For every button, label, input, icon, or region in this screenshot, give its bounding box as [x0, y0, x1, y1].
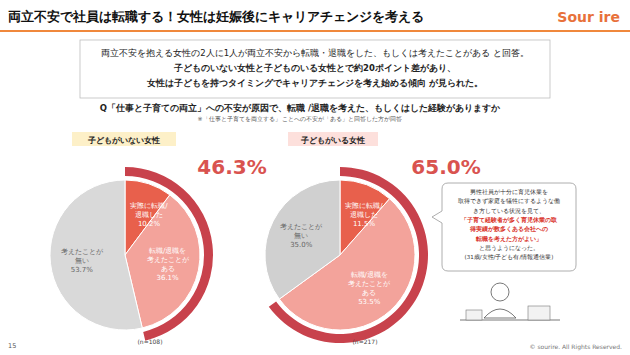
- slice-category-line: 考えたことが: [280, 223, 323, 231]
- slice-category-line: 退職した: [135, 211, 163, 219]
- slice-value: 11.5%: [353, 220, 376, 228]
- pie-slice: [265, 180, 340, 299]
- question: Q「仕事と子育ての両立」への不安が原因で、転職 /退職を考えた、もしくはした経験…: [100, 102, 501, 113]
- slice-category: 転職/退職を考えたことがある: [147, 247, 190, 273]
- slice-category-line: 考えたことが: [61, 248, 104, 256]
- title: 両立不安で社員は転職する！女性は妊娠後にキャリアチェンジを考える: [8, 9, 424, 24]
- pie-group: 実際に転職/退職した11.5%転職/退職を考えたことがある53.5%考えたことが…: [265, 167, 428, 343]
- illustration-body: [484, 309, 516, 318]
- summary-box: [80, 40, 550, 98]
- slice-value: 36.1%: [156, 274, 179, 282]
- slice-category-line: ある: [362, 289, 376, 297]
- slice-category: 実際に転職/退職した: [345, 202, 383, 219]
- slice-category-line: 転職/退職を: [351, 271, 388, 279]
- callout-attribution: (31歳/女性/子ども有/情報通信業): [465, 254, 554, 260]
- illustration-head: [491, 283, 509, 301]
- pie-slice: [50, 180, 142, 330]
- callout-text: 取得できず家庭を犠牲にするような働: [458, 197, 560, 205]
- highlight-label: 46.3%: [197, 155, 266, 179]
- chart-title: 子どもがいない女性: [87, 136, 160, 145]
- slice-category-line: 考えたことが: [348, 280, 391, 288]
- sample-size: (n=108): [138, 338, 163, 345]
- pie-group: 実際に転職/退職した10.2%転職/退職を考えたことがある36.1%考えたことが…: [50, 167, 213, 341]
- page-number: 15: [8, 342, 16, 350]
- highlight-ring: [269, 167, 428, 343]
- logo: Sour ire: [557, 9, 620, 25]
- slice-value: 53.5%: [358, 298, 381, 306]
- illustration-papers: [466, 310, 482, 320]
- slice-category: 考えたことが無い: [61, 248, 104, 265]
- pie-marks: [265, 167, 428, 343]
- callout-quote: 「子育て経験者が多く育児休業の取: [461, 216, 558, 224]
- callout-box: [432, 183, 576, 271]
- question-note: ※「仕事と子育てを両立する」 ことへの不安が「ある」と回答した方が回答: [198, 115, 403, 123]
- slice-category-line: 実際に転職/: [345, 202, 383, 210]
- callout-text: き方している状況を見て、: [473, 207, 545, 215]
- summary-line: 女性は子どもを持つタイミングでキャリアチェンジを考え始める傾向 が見られた。: [146, 78, 483, 88]
- slice-category-line: 無い: [75, 257, 89, 265]
- slice-category: 転職/退職を考えたことがある: [348, 271, 391, 297]
- highlight-ring: [125, 167, 213, 341]
- slice-category-line: 無い: [294, 232, 308, 240]
- callout-text: 男性社員が十分に育児休業を: [470, 188, 548, 195]
- slice-category-line: 転職/退職を: [149, 247, 186, 255]
- slice-value: 10.2%: [138, 220, 161, 228]
- illustration: [460, 283, 560, 320]
- sample-size: (n=217): [353, 338, 378, 345]
- slice-category-line: 退職した: [350, 211, 378, 219]
- slice-category-line: ある: [161, 265, 175, 273]
- summary-line: 両立不安を抱える女性の2人に1人が両立不安から転職・退職をした、もしくは考えたこ…: [101, 48, 529, 58]
- callout-quote: 得実績が数多くある会社への: [469, 225, 548, 233]
- chart-title: 子どもがいる女性: [300, 136, 365, 145]
- illustration-papers: [528, 306, 550, 320]
- slice-category-line: 考えたことが: [147, 256, 190, 264]
- background: [0, 0, 630, 355]
- callout-text: と思うようになった。: [479, 244, 539, 252]
- slice-value: 53.7%: [71, 266, 94, 274]
- copyright: © sourire. All Rights Reserved.: [530, 343, 623, 351]
- pie-marks: [50, 167, 213, 341]
- slice-category-line: 実際に転職/: [130, 202, 168, 210]
- header-rule: [0, 30, 630, 32]
- highlight-label: 65.0%: [411, 155, 480, 179]
- slice-category: 考えたことが無い: [280, 223, 323, 240]
- slide: 両立不安で社員は転職する！女性は妊娠後にキャリアチェンジを考える Sour ire…: [0, 0, 630, 355]
- chart-title-box: [288, 132, 378, 146]
- summary-line: 子どものいない女性と子どものいる女性とで約20ポイント差があり、: [173, 63, 456, 73]
- slice-value: 35.0%: [290, 241, 313, 249]
- callout-quote: 転職を考えた方がよい」: [475, 235, 542, 243]
- slice-category: 実際に転職/退職した: [130, 202, 168, 219]
- chart-title-box: [72, 132, 176, 146]
